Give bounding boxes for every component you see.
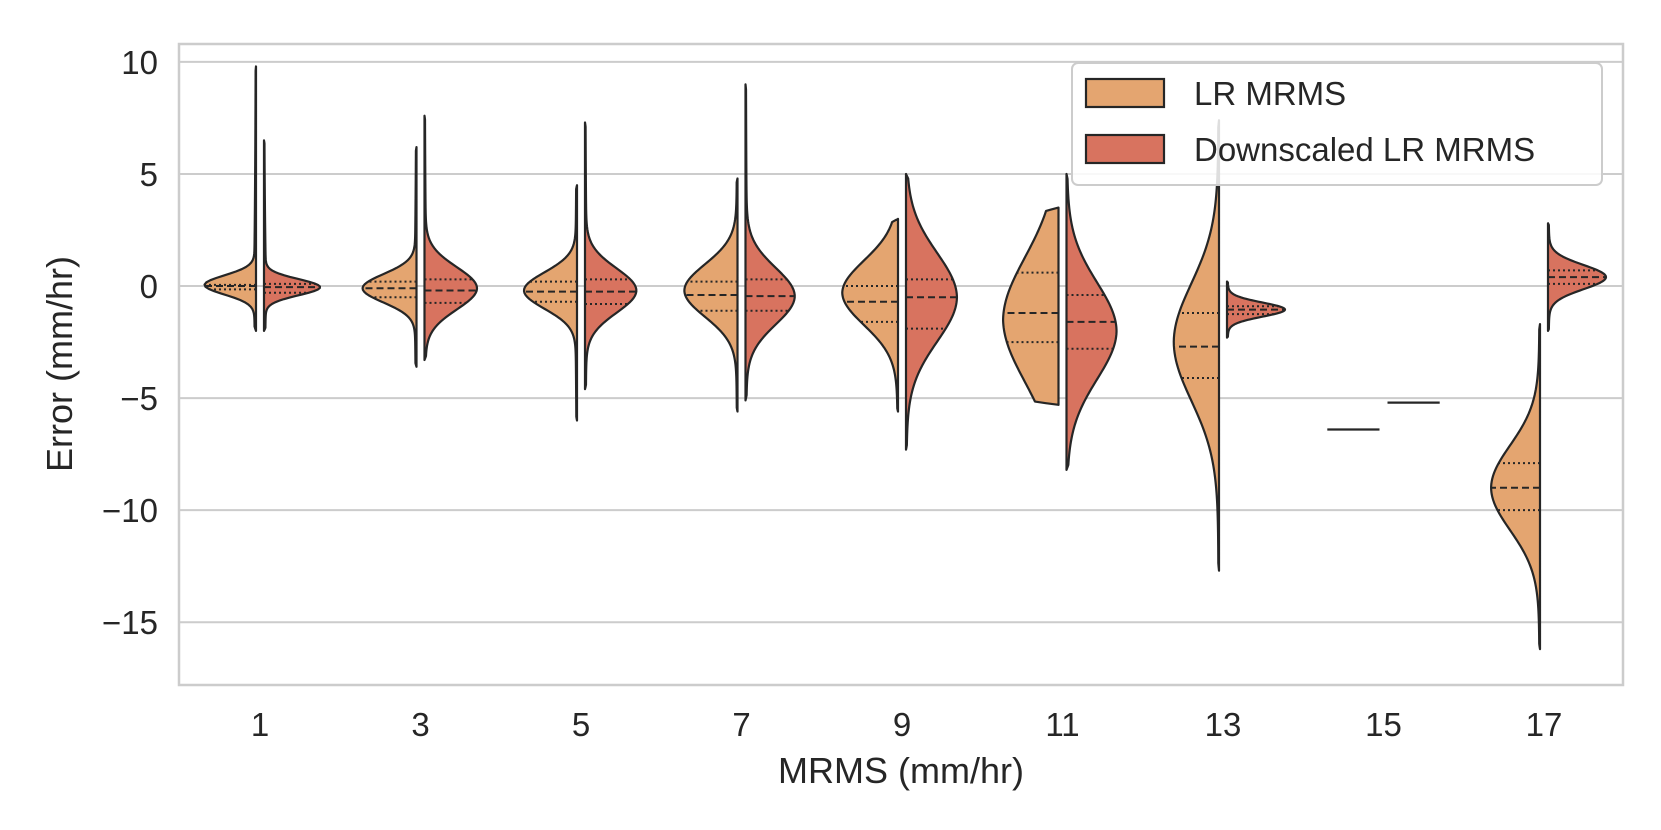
violin-0-0 xyxy=(203,65,258,332)
y-tick-label: −5 xyxy=(120,380,158,417)
violin-1-1 xyxy=(423,114,479,362)
violin-0-8 xyxy=(1490,323,1542,651)
y-tick-label: −15 xyxy=(102,604,158,641)
violins xyxy=(203,65,1608,651)
y-tick-label: 5 xyxy=(140,156,158,193)
x-tick-label: 7 xyxy=(732,706,750,743)
x-tick-label: 3 xyxy=(411,706,429,743)
y-tick-label: −10 xyxy=(102,492,158,529)
violin-1-3 xyxy=(744,83,796,402)
y-tick-labels: 10 5 0 −5 −10 −15 xyxy=(102,44,158,641)
y-axis-label: Error (mm/hr) xyxy=(39,256,80,472)
x-tick-label: 15 xyxy=(1365,706,1402,743)
violin-0-4 xyxy=(841,217,900,413)
x-tick-label: 11 xyxy=(1045,706,1079,743)
y-tick-label: 10 xyxy=(121,44,158,81)
violin-0-5 xyxy=(1001,206,1060,406)
legend-label-downscaled-lr-mrms: Downscaled LR MRMS xyxy=(1194,131,1535,168)
x-tick-label: 17 xyxy=(1526,706,1563,743)
legend-box xyxy=(1071,62,1603,186)
y-tick-label: 0 xyxy=(140,268,158,305)
x-tick-label: 13 xyxy=(1205,706,1242,743)
x-axis-label: MRMS (mm/hr) xyxy=(778,750,1024,791)
x-tick-labels: 1 3 5 7 9 11 13 15 17 xyxy=(251,706,1563,743)
violin-0-2 xyxy=(522,184,579,422)
violin-0-6 xyxy=(1172,119,1221,572)
violin-0-1 xyxy=(361,145,418,368)
legend-swatch-downscaled-lr-mrms xyxy=(1084,133,1166,165)
legend-label-lr-mrms: LR MRMS xyxy=(1194,75,1346,112)
x-tick-label: 5 xyxy=(572,706,590,743)
violin-1-2 xyxy=(583,121,638,391)
violin-1-4 xyxy=(904,172,959,451)
legend-swatch-lr-mrms xyxy=(1084,77,1166,109)
legend: LR MRMS Downscaled LR MRMS xyxy=(1071,62,1603,186)
x-tick-label: 9 xyxy=(893,706,911,743)
x-tick-label: 1 xyxy=(251,706,269,743)
